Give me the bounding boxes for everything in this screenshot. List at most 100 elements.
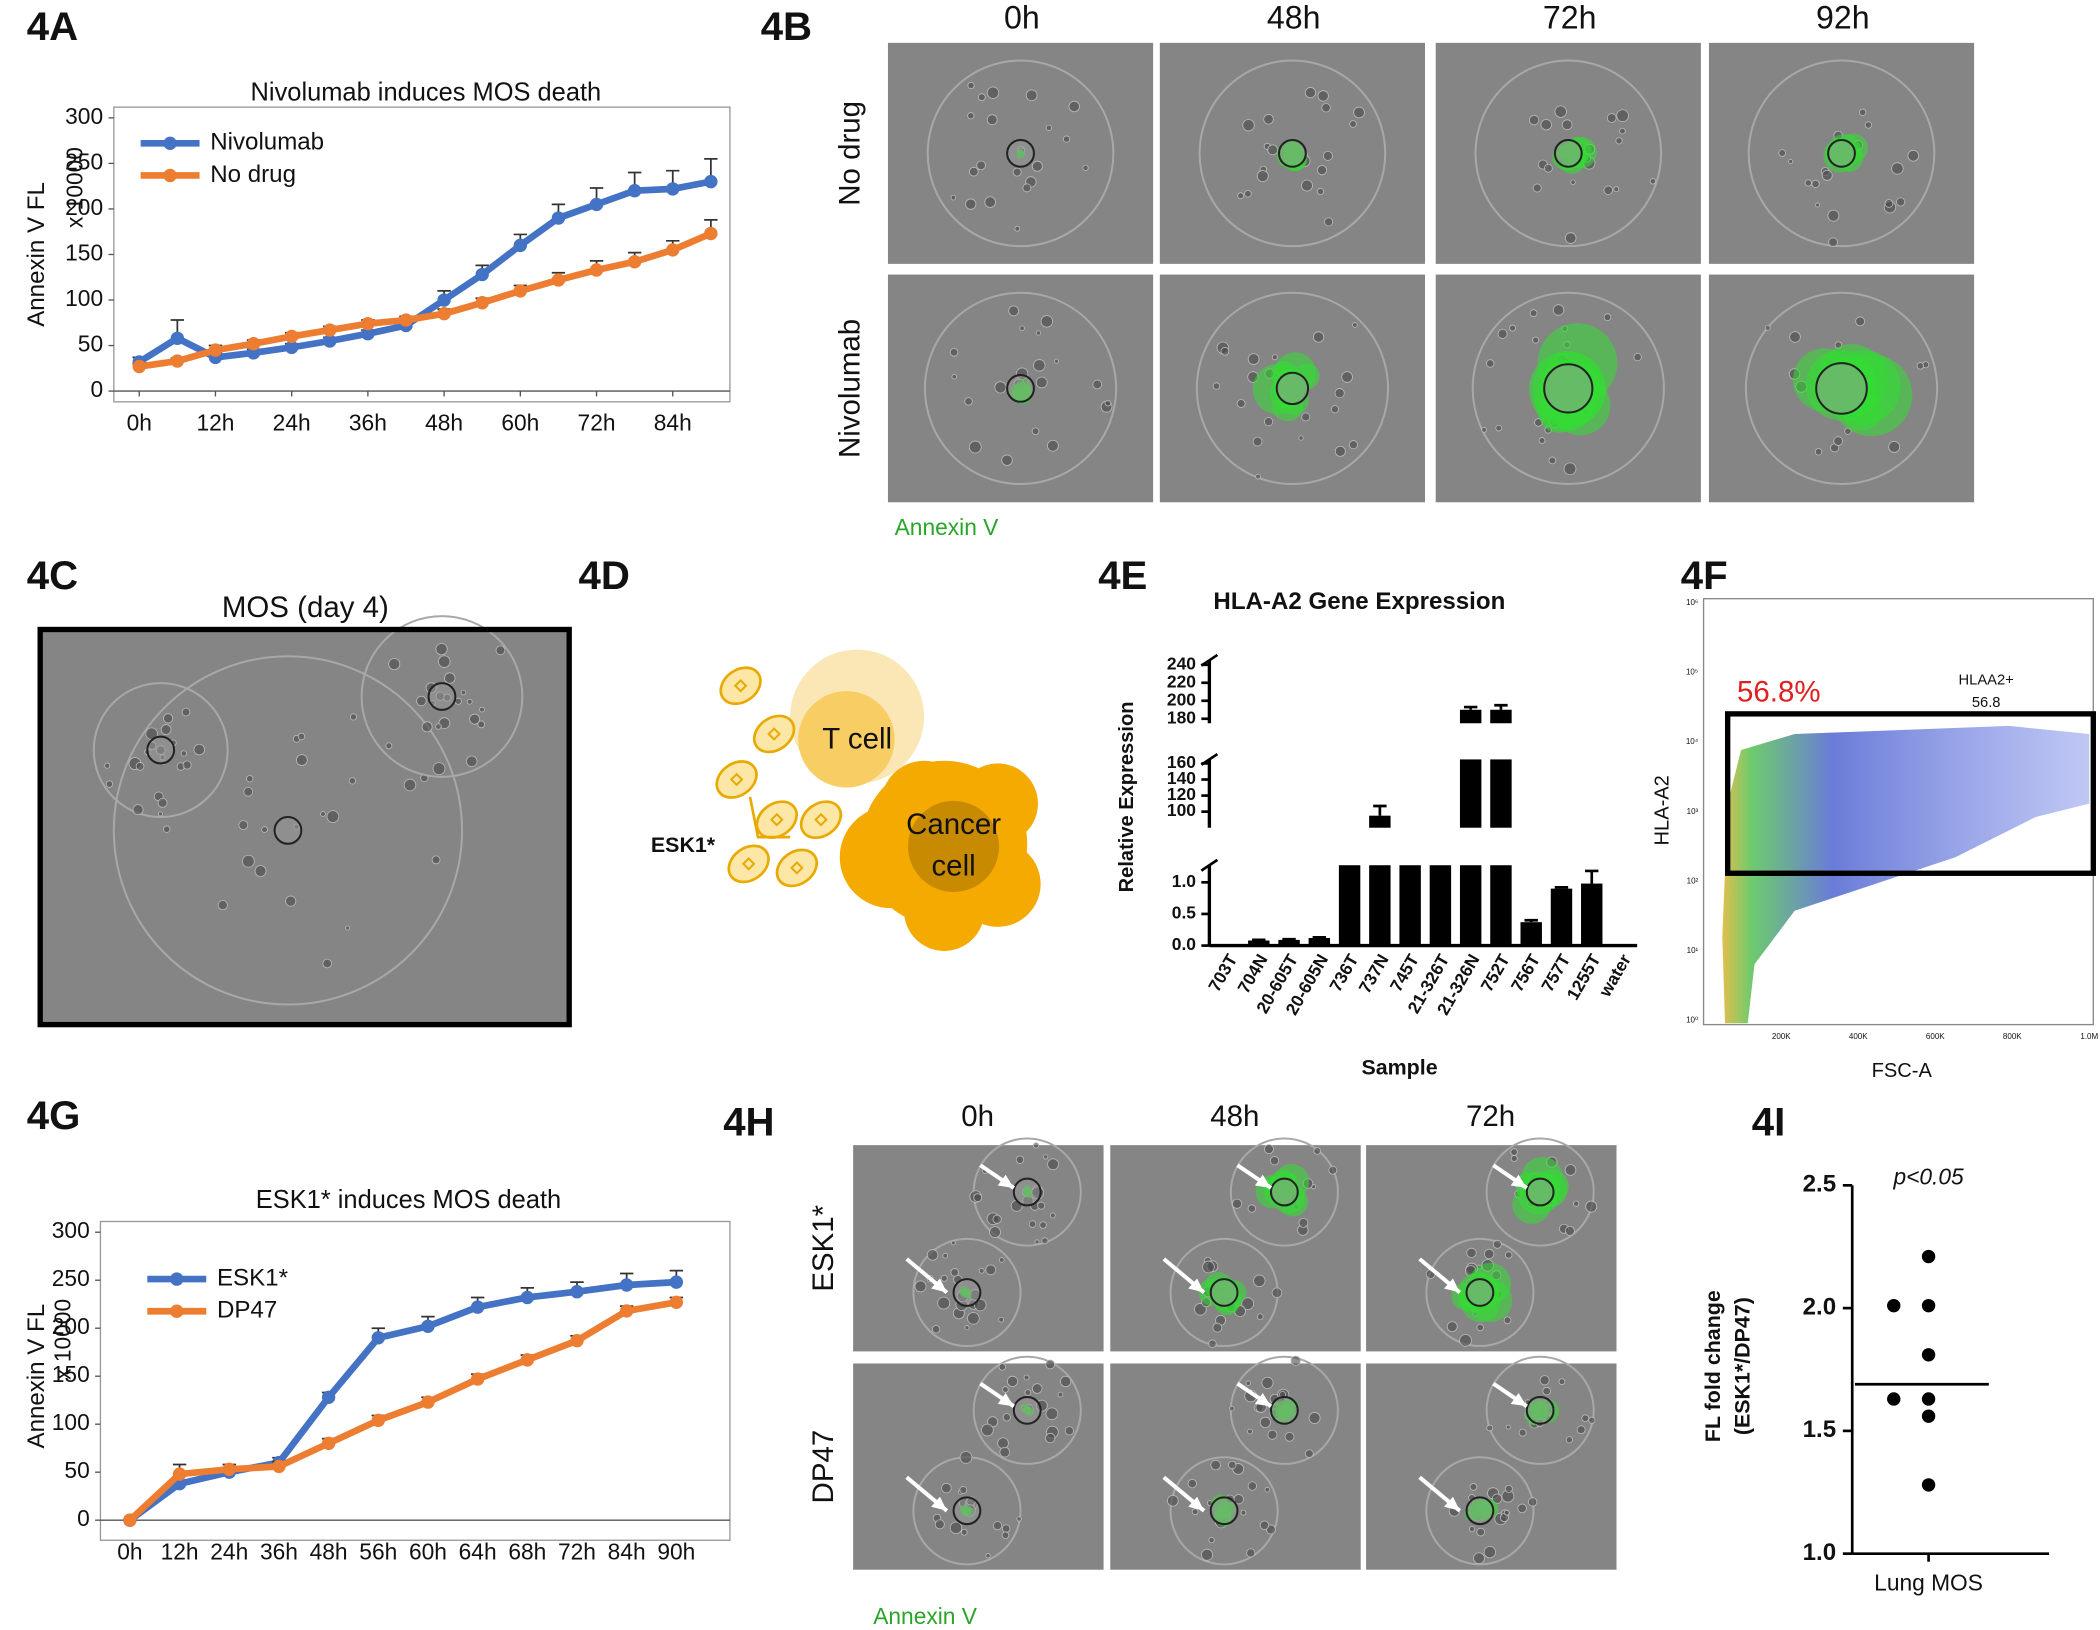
organoid <box>1275 371 1310 406</box>
cell-debris <box>1049 1212 1056 1219</box>
cell-debris <box>1082 164 1089 171</box>
cell-debris <box>160 724 172 735</box>
cell-debris <box>466 755 478 768</box>
panel-label: 4C <box>27 553 78 598</box>
cell-debris <box>1304 87 1317 99</box>
point <box>1887 1392 1901 1406</box>
y-unit-label: x 10000 <box>61 147 87 228</box>
y-tick-label: 10¹ <box>1687 946 1699 955</box>
cell-debris <box>1031 427 1040 436</box>
cell-debris <box>992 1214 1002 1224</box>
organoid <box>1006 138 1035 168</box>
cell-debris <box>438 655 451 668</box>
cell-debris <box>965 198 977 210</box>
cell-debris <box>1305 1449 1314 1458</box>
point <box>222 1462 236 1476</box>
cell-debris <box>1459 1334 1472 1347</box>
organoid-well <box>972 1355 1082 1465</box>
cell-debris <box>1059 1375 1072 1388</box>
cell-debris <box>1232 1198 1243 1209</box>
point <box>246 337 261 351</box>
cell-debris <box>1057 1391 1064 1398</box>
cell-debris <box>1045 1432 1056 1444</box>
cell-debris <box>157 811 163 817</box>
organoid <box>952 1278 982 1307</box>
cell-debris <box>1613 186 1620 193</box>
cell-debris <box>182 760 192 770</box>
point <box>170 354 185 368</box>
point <box>669 1295 684 1309</box>
y-tick-label: 160 <box>1167 752 1196 772</box>
organoid <box>1815 362 1868 415</box>
point <box>666 243 680 257</box>
bar <box>1369 815 1391 828</box>
point <box>421 1319 435 1333</box>
cell-debris <box>949 1521 963 1535</box>
y-tick-label: 250 <box>52 1265 90 1291</box>
cell-debris <box>994 381 1007 394</box>
column-header: 0h <box>1004 0 1040 36</box>
cell-debris <box>1888 440 1901 453</box>
y-tick-label: 0 <box>90 376 103 402</box>
cell-debris <box>320 811 326 817</box>
x-tick-label: 12h <box>161 1539 199 1565</box>
cell-debris <box>967 112 975 120</box>
organoid <box>1012 1395 1042 1425</box>
cell-debris <box>1606 113 1617 123</box>
cell-debris <box>1317 90 1329 102</box>
cell-debris <box>960 1528 968 1536</box>
cell-debris <box>1014 225 1021 232</box>
cell-debris <box>1194 1303 1207 1316</box>
bar <box>1248 940 1270 946</box>
y-tick-label: 150 <box>65 239 103 265</box>
cell-debris <box>1271 354 1278 361</box>
cell-debris <box>1015 1155 1025 1164</box>
cell-debris <box>180 750 187 757</box>
cell-debris <box>1245 1380 1251 1386</box>
y-tick-label: 180 <box>1167 707 1196 727</box>
column-header: 48h <box>1210 1100 1259 1133</box>
cell-debris <box>163 825 171 833</box>
cell-debris <box>1019 325 1025 332</box>
y-tick-label: 0.0 <box>1172 934 1196 954</box>
row-label: Nivolumab <box>834 319 867 458</box>
cell-debris <box>1208 1537 1215 1544</box>
panel-label: 4D <box>579 553 630 598</box>
cell-debris <box>1855 316 1866 327</box>
cell-debris <box>1290 1355 1301 1366</box>
cell-debris <box>998 1316 1004 1323</box>
x-tick-label: 400K <box>1849 1032 1868 1041</box>
t-cell <box>798 691 895 788</box>
y-tick-label: 300 <box>52 1217 90 1243</box>
antibody-link <box>741 857 756 871</box>
cell-debris <box>1544 163 1553 173</box>
y-tick-label: 10³ <box>1687 807 1699 816</box>
plot-frame <box>99 1220 731 1541</box>
organoid-well <box>1229 1137 1339 1247</box>
x-tick-label: 600K <box>1926 1032 1945 1041</box>
cell-debris <box>1045 1407 1059 1421</box>
cell-debris <box>1633 352 1642 362</box>
cell-debris <box>181 707 191 717</box>
cell-debris <box>1202 1260 1215 1274</box>
cell-debris <box>1570 179 1576 185</box>
y-tick-label: 10⁶ <box>1686 598 1698 607</box>
column-header: 72h <box>1543 0 1597 36</box>
point <box>520 1353 535 1367</box>
panel-title: MOS (day 4) <box>222 591 389 624</box>
error-bar <box>1554 886 1569 889</box>
cell-debris <box>1585 1200 1598 1213</box>
cell-debris <box>1509 324 1516 332</box>
legend-label: Nivolumab <box>210 129 324 156</box>
cell-debris <box>1001 454 1013 466</box>
cell-debris <box>1528 114 1540 126</box>
column-header: 48h <box>1267 0 1321 36</box>
arrow-head <box>1444 1496 1460 1511</box>
cell-debris <box>1212 1322 1223 1333</box>
organoid-well <box>1195 291 1390 486</box>
cell-debris <box>1259 1520 1270 1530</box>
legend-marker <box>170 1272 184 1286</box>
point <box>520 1290 535 1305</box>
cell-debris <box>964 1325 970 1331</box>
cell-debris <box>1481 427 1487 433</box>
